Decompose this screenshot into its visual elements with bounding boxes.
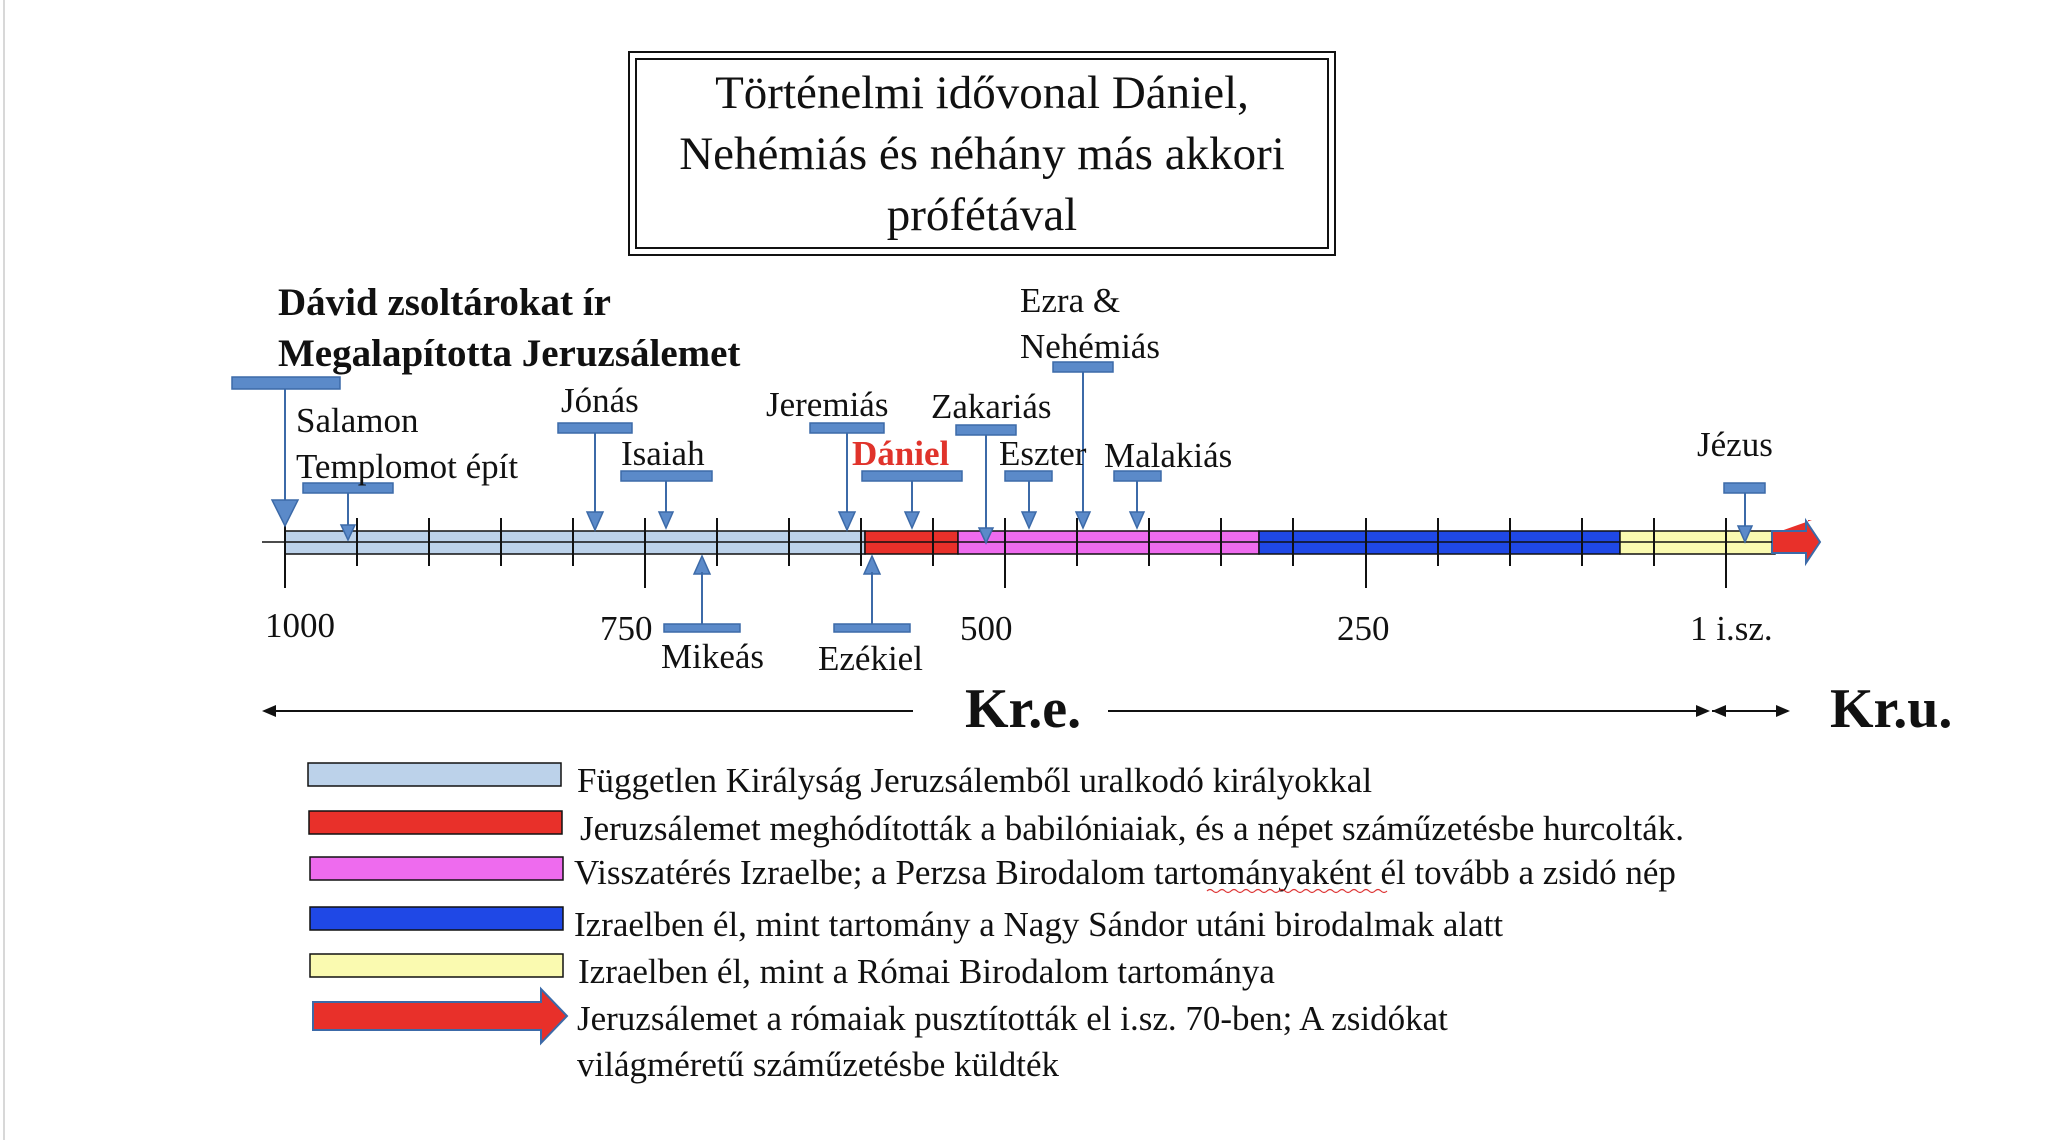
marker-ezra-arrow: [1074, 511, 1092, 530]
event-markers-below: [663, 554, 911, 633]
label-ezra-line-1: Ezra &: [1020, 281, 1120, 320]
title-line-3: prófétával: [887, 189, 1078, 241]
event-markers-above: [231, 361, 1766, 545]
marker-daniel-arrow: [903, 511, 921, 530]
axis-labels: 1000 750 500 250 1 i.sz.: [265, 606, 1773, 648]
legend-swatch-persian: [309, 856, 564, 881]
tick-label-250: 250: [1337, 609, 1390, 648]
legend-text-persian: Visszatérés Izraelbe; a Perzsa Birodalom…: [574, 853, 1676, 892]
tick-label-750: 750: [600, 609, 653, 648]
label-jeremias: Jeremiás: [766, 385, 888, 424]
legend-swatch-roman: [309, 953, 564, 978]
legend-swatch-hellenistic: [309, 906, 564, 931]
marker-jezus-arrow: [1736, 525, 1754, 544]
marker-malakias-arrow: [1128, 511, 1146, 530]
legend-swatch-independent: [307, 762, 562, 787]
legend-text-roman: Izraelben él, mint a Római Birodalom tar…: [578, 952, 1275, 991]
timeline-bar: [262, 517, 1822, 567]
marker-eszter-arrow: [1020, 511, 1038, 530]
marker-salamon-arrow: [339, 524, 357, 542]
title-line-1: Történelmi idővonal Dániel,: [715, 67, 1249, 119]
marker-mikeas: [663, 623, 741, 633]
label-jonas: Jónás: [561, 381, 639, 420]
label-zakarias: Zakariás: [931, 387, 1051, 426]
marker-jonas: [557, 422, 633, 434]
marker-jeremias-arrow: [837, 511, 857, 532]
marker-isaiah-arrow: [657, 511, 675, 530]
destruction-arrow-head: [1771, 517, 1822, 567]
marker-david-arrow: [270, 499, 300, 528]
marker-mikeas-arrow: [692, 554, 712, 575]
label-malakias: Malakiás: [1104, 436, 1232, 475]
era-indicators: Kr.e. Kr.u.: [262, 678, 1952, 740]
legend-text-babylonian: Jeruzsálemet meghódították a babilóniaia…: [580, 809, 1684, 848]
event-labels: Dávid zsoltárokat ír Megalapította Jeruz…: [278, 281, 1773, 678]
label-eszter: Eszter: [999, 434, 1087, 473]
legend-swatch-babylonian: [308, 810, 563, 835]
marker-jonas-arrow: [585, 511, 605, 532]
label-isaiah: Isaiah: [621, 434, 705, 473]
label-ezekiel: Ezékiel: [818, 639, 923, 678]
legend: Független Királyság Jeruzsálemből uralko…: [307, 761, 1684, 1084]
marker-jeremias: [809, 422, 885, 434]
spellcheck-underline: [1206, 888, 1388, 894]
label-salamon-line-1: Salamon: [296, 401, 418, 440]
marker-jezus: [1723, 482, 1766, 494]
destruction-arrow: [1775, 519, 1814, 533]
tick-label-1000: 1000: [265, 606, 335, 645]
legend-text-destruction-line-2: világméretű száműzetésbe küldték: [577, 1045, 1060, 1084]
label-david-line-1: Dávid zsoltárokat ír: [278, 281, 611, 324]
era-ce-label: Kr.u.: [1830, 678, 1952, 740]
axis-ticks: [284, 518, 1727, 588]
legend-text-hellenistic: Izraelben él, mint tartomány a Nagy Sánd…: [574, 905, 1503, 944]
label-salamon-line-2: Templomot épít: [296, 447, 518, 486]
label-jezus: Jézus: [1697, 425, 1773, 464]
marker-ezekiel-arrow: [862, 554, 882, 575]
marker-david: [231, 376, 341, 390]
tick-label-500: 500: [960, 609, 1013, 648]
marker-ezekiel: [833, 623, 911, 633]
label-ezra-line-2: Nehémiás: [1020, 327, 1160, 366]
legend-text-destruction-line-1: Jeruzsálemet a rómaiak pusztították el i…: [577, 999, 1448, 1038]
legend-swatch-destruction-arrow: [312, 986, 569, 1046]
era-bce-label: Kr.e.: [965, 678, 1081, 740]
tick-label-1-isz: 1 i.sz.: [1690, 609, 1773, 648]
label-daniel: Dániel: [852, 434, 950, 473]
title-line-2: Nehémiás és néhány más akkori: [679, 128, 1285, 180]
title-box: Történelmi idővonal Dániel, Nehémiás és …: [628, 51, 1336, 256]
label-mikeas: Mikeás: [661, 637, 764, 676]
marker-zakarias-arrow: [977, 527, 995, 545]
label-david-line-2: Megalapította Jeruzsálemet: [278, 332, 740, 375]
legend-text-independent: Független Királyság Jeruzsálemből uralko…: [577, 761, 1372, 800]
